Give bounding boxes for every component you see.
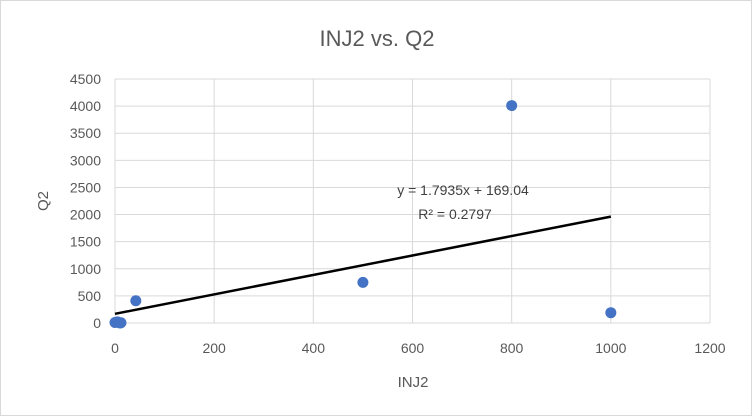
x-tick-label: 800 [500, 340, 524, 356]
x-axis-label: INJ2 [398, 374, 429, 391]
x-tick-label: 400 [302, 340, 326, 356]
x-tick-label: 1000 [595, 340, 626, 356]
y-tick-label: 4500 [70, 71, 101, 87]
y-tick-label: 2500 [70, 179, 101, 195]
x-tick-label: 1200 [694, 340, 725, 356]
data-point [357, 276, 369, 288]
chart-title: INJ2 vs. Q2 [320, 26, 435, 51]
y-tick-label: 500 [78, 288, 102, 304]
x-tick-label: 200 [202, 340, 226, 356]
y-tick-label: 3000 [70, 152, 101, 168]
y-tick-label: 2000 [70, 207, 101, 223]
trendline-equation: y = 1.7935x + 169.04 [397, 182, 529, 198]
y-tick-label: 3500 [70, 125, 101, 141]
data-point [506, 100, 518, 112]
trendline-layer [114, 215, 612, 316]
y-tick-label: 0 [93, 315, 101, 331]
x-tick-label: 0 [111, 340, 119, 356]
data-point [130, 295, 142, 307]
gridlines [114, 78, 711, 324]
y-tick-label: 4000 [70, 98, 101, 114]
trendline-r-squared: R² = 0.2797 [418, 206, 492, 222]
y-tick-label: 1000 [70, 261, 101, 277]
y-tick-label: 1500 [70, 234, 101, 250]
data-points [109, 100, 617, 329]
data-point [115, 317, 127, 329]
data-point [605, 307, 617, 319]
x-tick-label: 600 [401, 340, 425, 356]
y-axis-label: Q2 [35, 191, 52, 211]
linear-trendline [114, 215, 612, 316]
tick-labels: 0 500 1000 1500 2000 2500 3000 3500 4000 4500 0 200… [70, 71, 726, 356]
